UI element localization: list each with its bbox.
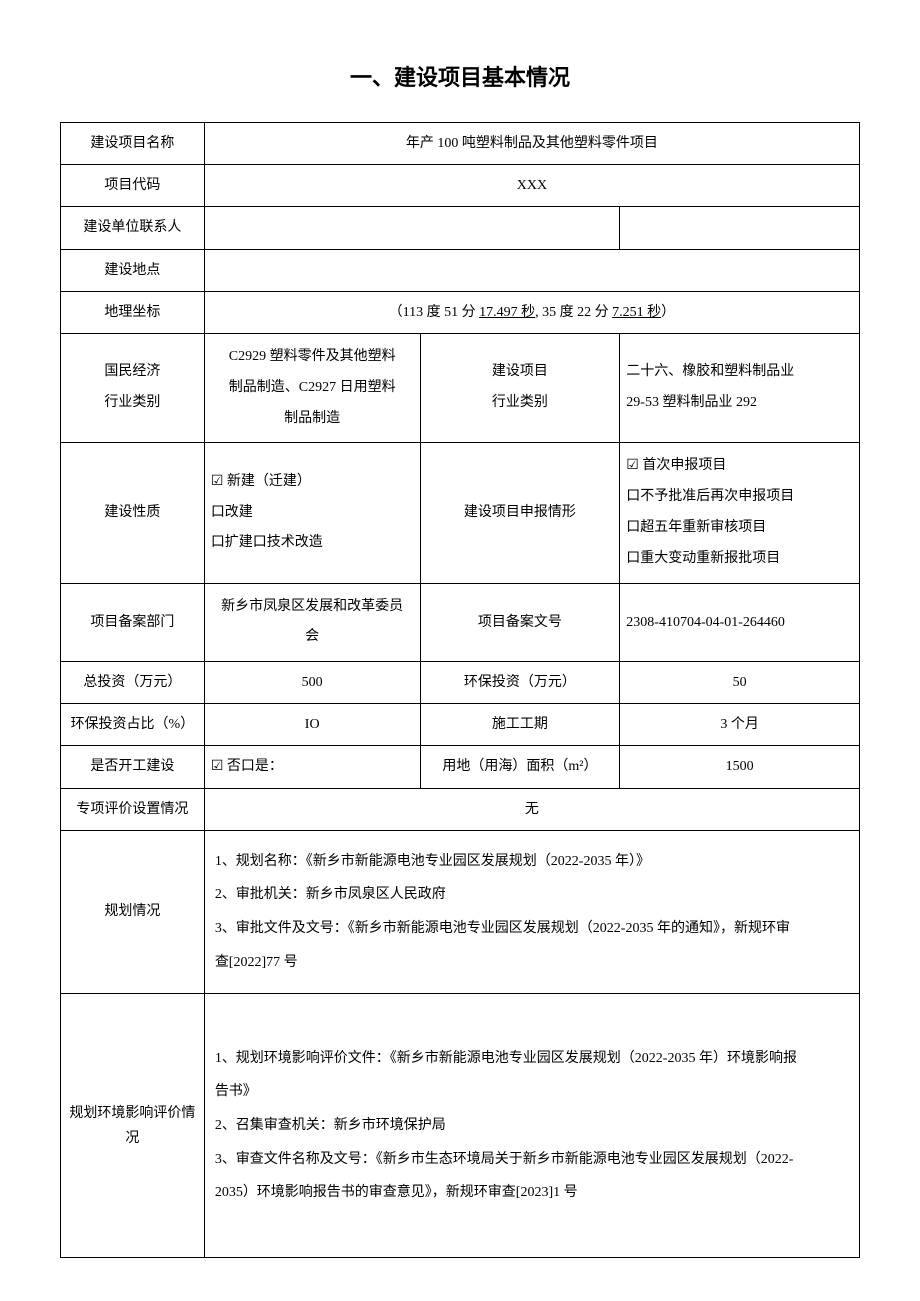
value-env-plan: 1、规划环境影响评价文件：《新乡市新能源电池专业园区发展规划（2022-2035… [204, 994, 859, 1258]
label-land: 用地（用海）面积（m²） [420, 746, 620, 788]
label-period: 施工工期 [420, 704, 620, 746]
declare-l1: ☑ 首次申报项目 [626, 458, 726, 473]
value-contact-right [620, 207, 860, 249]
table-row: 建设地点 [61, 249, 860, 291]
value-nature: ☑ 新建（迁建） 口改建 口扩建口技术改造 [204, 443, 420, 583]
env-plan-l1: 1、规划环境影响评价文件：《新乡市新能源电池专业园区发展规划（2022-2035… [215, 1051, 797, 1066]
label-filing-no: 项目备案文号 [420, 583, 620, 662]
plan-l4: 查[2022]77 号 [215, 955, 298, 970]
label-location: 建设地点 [61, 249, 205, 291]
label-project-code: 项目代码 [61, 165, 205, 207]
table-row: 是否开工建设 ☑ 否口是： 用地（用海）面积（m²） 1500 [61, 746, 860, 788]
coords-suffix: ） [661, 305, 675, 320]
declare-l2: 口不予批准后再次申报项目 [626, 489, 794, 504]
value-started: ☑ 否口是： [204, 746, 420, 788]
label-env-plan: 规划环境影响评价情况 [61, 994, 205, 1258]
value-filing-no: 2308-410704-04-01-264460 [620, 583, 860, 662]
label-special: 专项评价设置情况 [61, 788, 205, 830]
env-plan-l3: 2、召集审查机关：新乡市环境保护局 [215, 1118, 446, 1133]
label-economy: 国民经济 行业类别 [61, 333, 205, 442]
value-contact [204, 207, 619, 249]
filing-dept-l2: 会 [305, 629, 319, 644]
nature-l2: 口改建 [211, 505, 253, 520]
label-category: 建设项目 行业类别 [420, 333, 620, 442]
label-plan: 规划情况 [61, 830, 205, 993]
value-category: 二十六、橡胶和塑料制品业 29-53 塑料制品业 292 [620, 333, 860, 442]
cat-val-l2: 29-53 塑料制品业 292 [626, 395, 757, 410]
value-plan: 1、规划名称：《新乡市新能源电池专业园区发展规划（2022-2035 年）》 2… [204, 830, 859, 993]
coords-sec2: 7.251 秒 [612, 305, 661, 320]
env-plan-l2: 告书》 [215, 1084, 257, 1099]
value-special: 无 [204, 788, 859, 830]
coords-prefix: （113 度 51 分 [389, 305, 479, 320]
env-plan-l5: 2035）环境影响报告书的审查意见》，新规环审查[2023]1 号 [215, 1185, 578, 1200]
table-row: 国民经济 行业类别 C2929 塑料零件及其他塑料 制品制造、C2927 日用塑… [61, 333, 860, 442]
declare-l3: 口超五年重新审核项目 [626, 520, 766, 535]
label-filing-dept: 项目备案部门 [61, 583, 205, 662]
value-project-name: 年产 100 吨塑料制品及其他塑料零件项目 [204, 123, 859, 165]
table-row: 项目备案部门 新乡市凤泉区发展和改革委员 会 项目备案文号 2308-41070… [61, 583, 860, 662]
table-row: 规划环境影响评价情况 1、规划环境影响评价文件：《新乡市新能源电池专业园区发展规… [61, 994, 860, 1258]
nature-l1: ☑ 新建（迁建） [211, 474, 311, 489]
economy-val-l2: 制品制造、C2927 日用塑料 [229, 380, 396, 395]
coords-sec1: 17.497 秒 [479, 305, 535, 320]
label-declare: 建设项目申报情形 [420, 443, 620, 583]
table-row: 环保投资占比（%） IO 施工工期 3 个月 [61, 704, 860, 746]
value-total-invest: 500 [204, 662, 420, 704]
table-row: 总投资（万元） 500 环保投资（万元） 50 [61, 662, 860, 704]
value-period: 3 个月 [620, 704, 860, 746]
label-env-invest: 环保投资（万元） [420, 662, 620, 704]
label-project-name: 建设项目名称 [61, 123, 205, 165]
nature-l3: 口扩建口技术改造 [211, 535, 323, 550]
table-row: 建设项目名称 年产 100 吨塑料制品及其他塑料零件项目 [61, 123, 860, 165]
declare-l4: 口重大变动重新报批项目 [626, 551, 780, 566]
value-coords: （113 度 51 分 17.497 秒, 35 度 22 分 7.251 秒） [204, 291, 859, 333]
table-row: 地理坐标 （113 度 51 分 17.497 秒, 35 度 22 分 7.2… [61, 291, 860, 333]
label-env-ratio: 环保投资占比（%） [61, 704, 205, 746]
value-project-code: XXX [204, 165, 859, 207]
economy-label-l1: 国民经济 [104, 364, 160, 379]
env-plan-l4: 3、审查文件名称及文号：《新乡市生态环境局关于新乡市新能源电池专业园区发展规划（… [215, 1152, 794, 1167]
table-row: 专项评价设置情况 无 [61, 788, 860, 830]
cat-val-l1: 二十六、橡胶和塑料制品业 [626, 364, 794, 379]
table-row: 项目代码 XXX [61, 165, 860, 207]
plan-l3: 3、审批文件及文号：《新乡市新能源电池专业园区发展规划（2022-2035 年的… [215, 921, 790, 936]
table-row: 规划情况 1、规划名称：《新乡市新能源电池专业园区发展规划（2022-2035 … [61, 830, 860, 993]
coords-mid: , 35 度 22 分 [535, 305, 612, 320]
value-economy: C2929 塑料零件及其他塑料 制品制造、C2927 日用塑料 制品制造 [204, 333, 420, 442]
cat-label-l1: 建设项目 [492, 364, 548, 379]
label-coords: 地理坐标 [61, 291, 205, 333]
table-row: 建设单位联系人 [61, 207, 860, 249]
economy-label-l2: 行业类别 [104, 395, 160, 410]
plan-l2: 2、审批机关：新乡市凤泉区人民政府 [215, 887, 446, 902]
table-row: 建设性质 ☑ 新建（迁建） 口改建 口扩建口技术改造 建设项目申报情形 ☑ 首次… [61, 443, 860, 583]
value-land: 1500 [620, 746, 860, 788]
value-filing-dept: 新乡市凤泉区发展和改革委员 会 [204, 583, 420, 662]
value-location [204, 249, 859, 291]
plan-l1: 1、规划名称：《新乡市新能源电池专业园区发展规划（2022-2035 年）》 [215, 854, 650, 869]
economy-val-l1: C2929 塑料零件及其他塑料 [229, 349, 396, 364]
label-contact: 建设单位联系人 [61, 207, 205, 249]
page-title: 一、建设项目基本情况 [60, 60, 860, 92]
value-env-ratio: IO [204, 704, 420, 746]
filing-dept-l1: 新乡市凤泉区发展和改革委员 [221, 599, 403, 614]
economy-val-l3: 制品制造 [284, 411, 340, 426]
label-started: 是否开工建设 [61, 746, 205, 788]
value-declare: ☑ 首次申报项目 口不予批准后再次申报项目 口超五年重新审核项目 口重大变动重新… [620, 443, 860, 583]
project-info-table: 建设项目名称 年产 100 吨塑料制品及其他塑料零件项目 项目代码 XXX 建设… [60, 122, 860, 1258]
value-env-invest: 50 [620, 662, 860, 704]
label-nature: 建设性质 [61, 443, 205, 583]
label-total-invest: 总投资（万元） [61, 662, 205, 704]
cat-label-l2: 行业类别 [492, 395, 548, 410]
